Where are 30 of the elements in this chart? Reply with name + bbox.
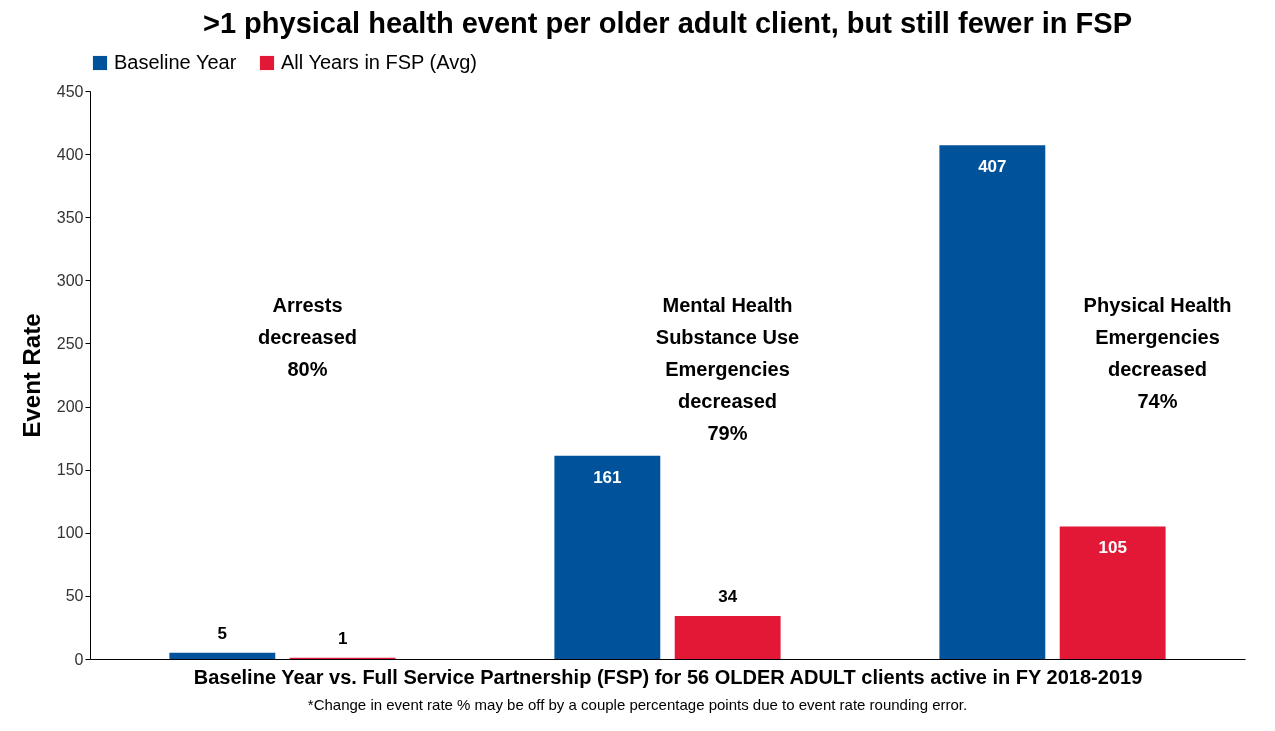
y-tick-label: 100 [56,524,84,542]
y-tick-label: 350 [56,208,84,226]
data-label: 34 [718,587,738,607]
bar [674,616,781,659]
chart-title: >1 physical health event per older adult client, but still fewer in FSP [202,7,1133,39]
y-tick-label: 450 [56,82,84,100]
y-tick-label: 200 [56,398,84,416]
bar [169,652,276,659]
bar [554,455,661,659]
data-label: 105 [1098,538,1127,558]
y-tick-label: 300 [56,271,84,289]
y-tick-label: 150 [56,461,84,479]
y-tick-label: 50 [65,587,84,605]
y-tick-label: 0 [74,650,84,668]
legend-label: All Years in FSP (Avg) [281,51,478,73]
bar [1059,526,1166,659]
data-label: 407 [978,157,1007,177]
annotation: Arrests decreased 80% [258,294,357,380]
y-tick-label: 400 [56,145,84,163]
data-label: 161 [593,467,622,487]
y-axis-title: Event Rate [17,313,45,438]
bar [939,145,1046,659]
annotation: Mental Health Substance Use Emergencies decreased 79% [655,294,800,444]
annotation: Physical Health Emergencies decreased 74% [1083,294,1232,412]
data-label: 1 [337,628,348,648]
x-axis-title: Baseline Year vs. Full Service Partnership (FSP) for 56 OLDER ADULT clients active in FY 2018-2019 [193,665,1143,688]
legend-label: Baseline Year [114,51,237,73]
y-tick-label: 250 [56,334,84,352]
data-label: 5 [217,623,228,643]
text: *Change in event rate % may be off by a couple percentage points due to event rate rounding error. [306,695,969,715]
